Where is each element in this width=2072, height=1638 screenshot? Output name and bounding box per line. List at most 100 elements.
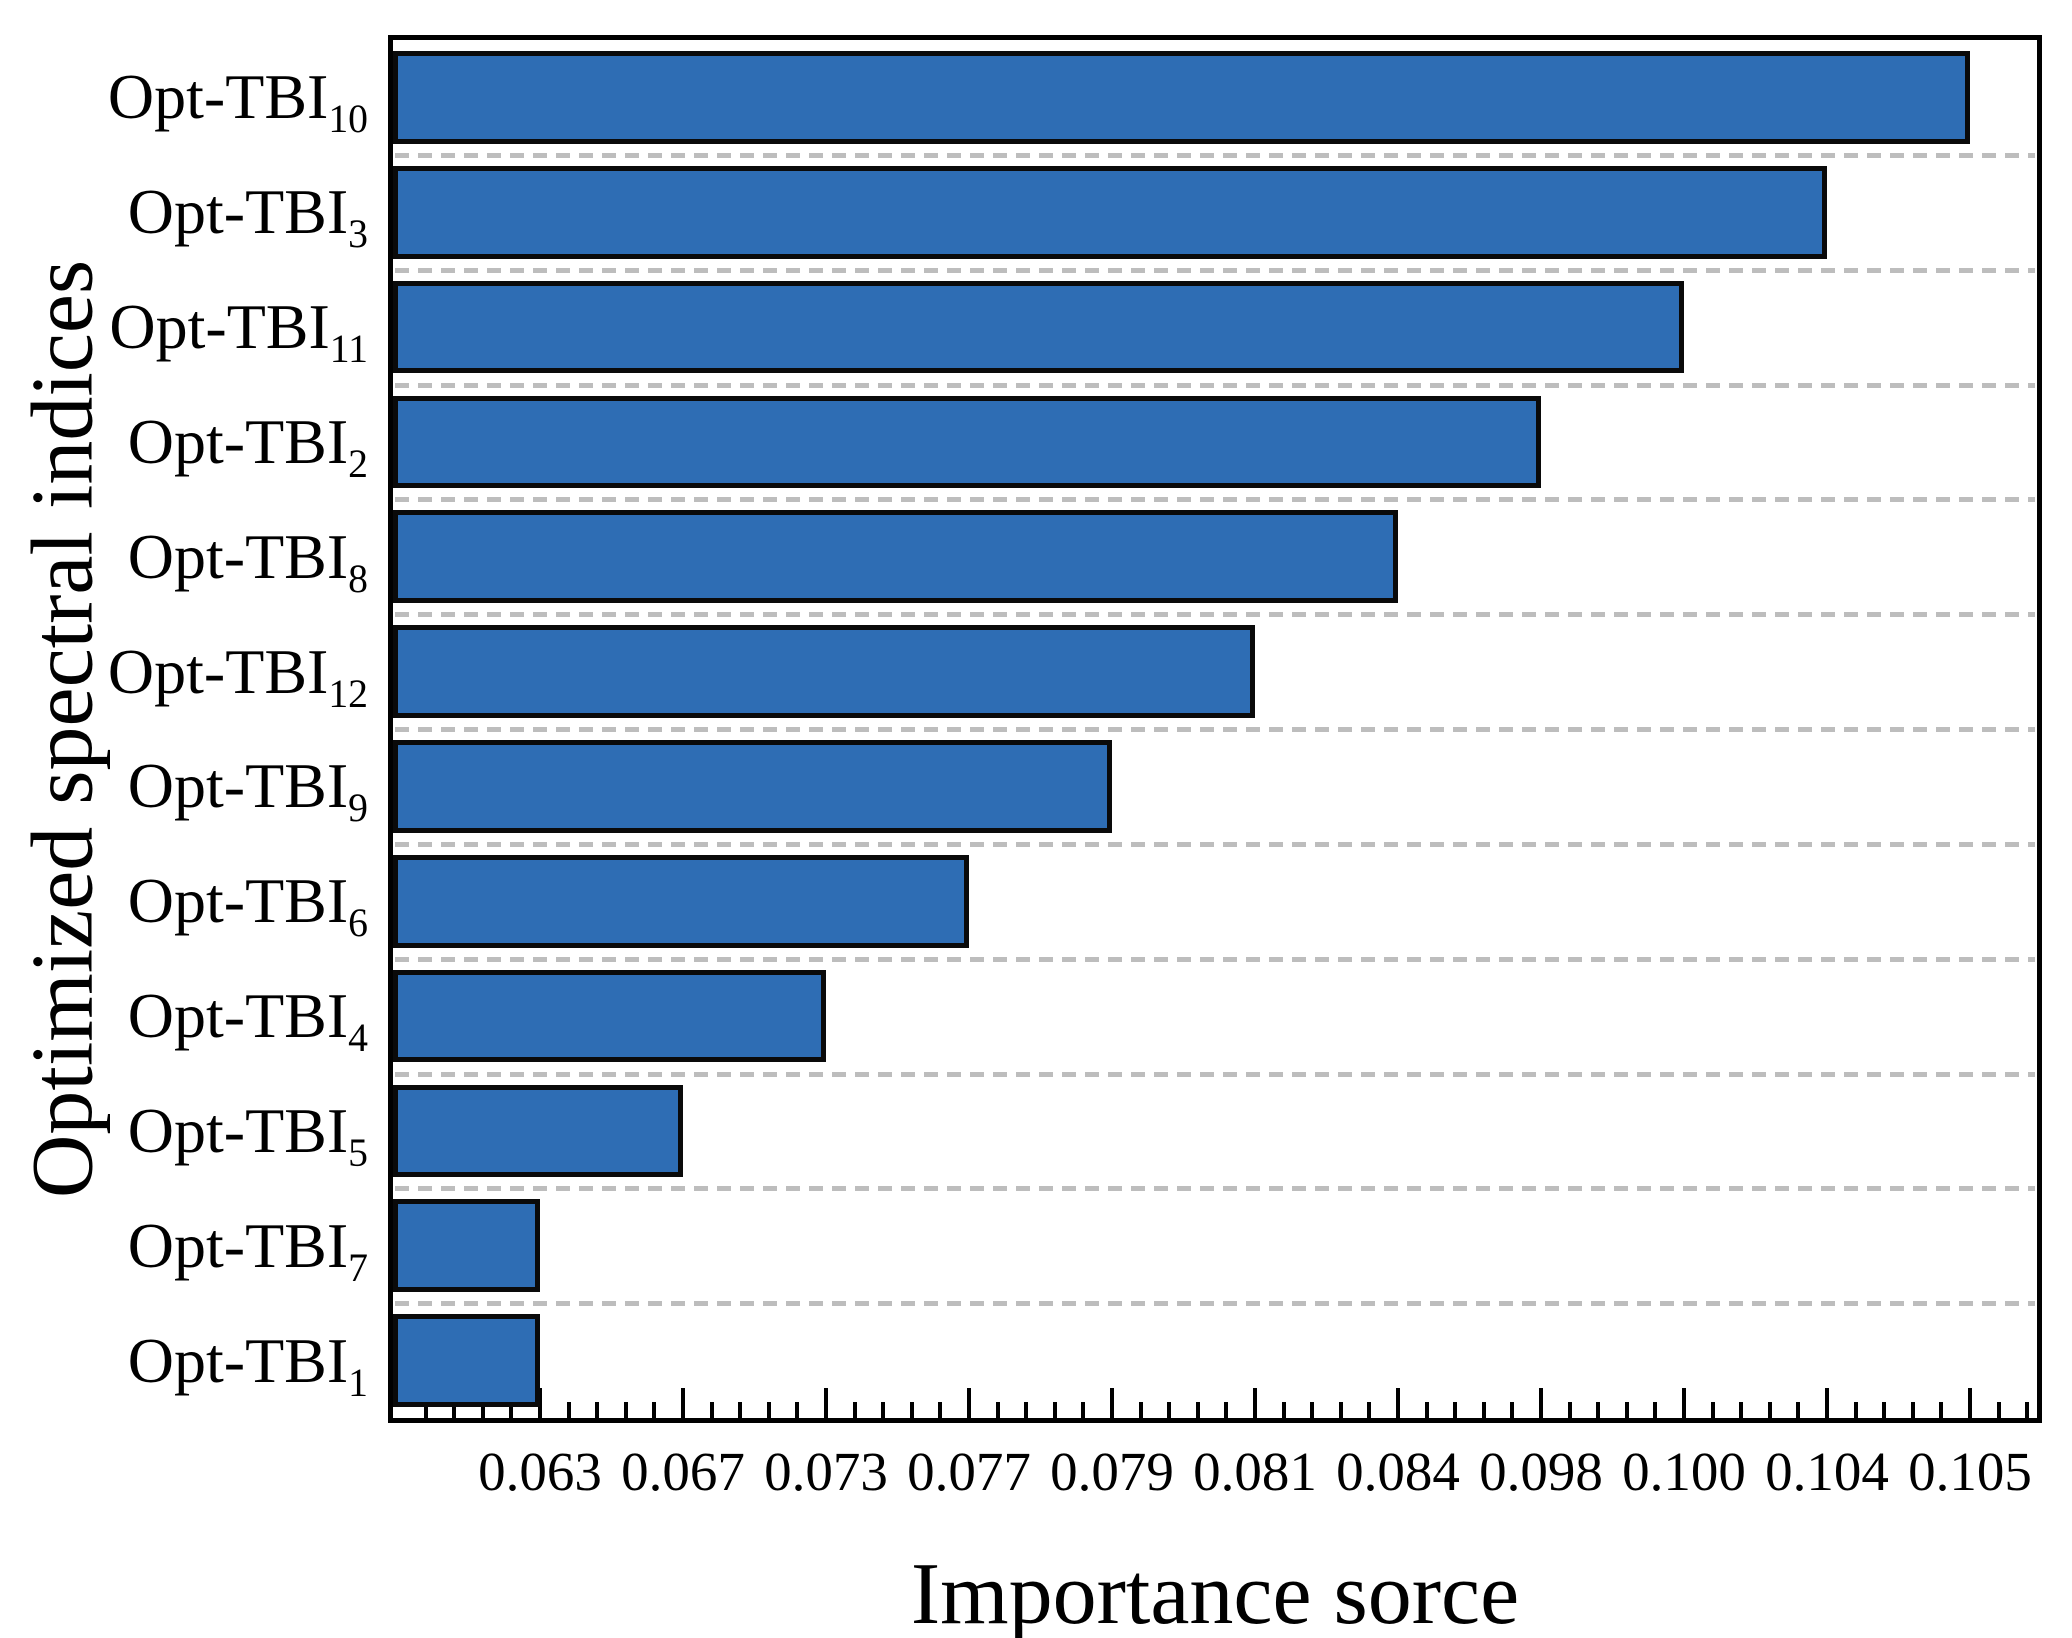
category-label-text: Opt-TBI bbox=[127, 1209, 349, 1281]
x-axis-minor-tick bbox=[1310, 1402, 1315, 1418]
plot-area bbox=[388, 35, 2042, 1423]
category-gridline bbox=[395, 152, 2035, 158]
x-axis-minor-tick bbox=[1424, 1402, 1429, 1418]
category-gridline bbox=[395, 497, 2035, 503]
x-axis-minor-tick bbox=[423, 1402, 428, 1418]
x-axis-minor-tick bbox=[1853, 1402, 1858, 1418]
x-axis-major-tick bbox=[1110, 1388, 1114, 1418]
x-axis-minor-tick bbox=[1338, 1402, 1343, 1418]
category-label-text: Opt-TBI bbox=[127, 1324, 349, 1396]
x-axis-minor-tick bbox=[1138, 1402, 1143, 1418]
category-label-text: Opt-TBI bbox=[127, 865, 349, 937]
category-label-text: Opt-TBI bbox=[107, 635, 329, 707]
category-label-subscript: 1 bbox=[348, 1360, 368, 1405]
category-gridline bbox=[395, 1071, 2035, 1077]
category-label-subscript: 10 bbox=[328, 97, 368, 142]
category-label-subscript: 8 bbox=[348, 556, 368, 601]
x-axis-major-tick bbox=[1253, 1388, 1257, 1418]
x-axis-minor-tick bbox=[1024, 1402, 1029, 1418]
category-gridline bbox=[395, 727, 2035, 732]
x-axis-minor-tick bbox=[566, 1402, 571, 1418]
x-axis-minor-tick bbox=[1596, 1402, 1601, 1418]
bar bbox=[393, 395, 1541, 489]
category-label-text: Opt-TBI bbox=[127, 405, 349, 477]
x-tick-label: 0.098 bbox=[1479, 1441, 1603, 1502]
x-axis-minor-tick bbox=[1796, 1402, 1801, 1418]
x-axis-minor-tick bbox=[738, 1402, 743, 1418]
x-axis-minor-tick bbox=[1195, 1402, 1200, 1418]
x-axis-major-tick bbox=[538, 1388, 542, 1418]
x-axis-minor-tick bbox=[1224, 1402, 1229, 1418]
x-tick-label: 0.104 bbox=[1765, 1441, 1889, 1502]
x-axis-minor-tick bbox=[795, 1402, 800, 1418]
x-axis-minor-tick bbox=[1567, 1402, 1572, 1418]
x-axis-minor-tick bbox=[1996, 1402, 2001, 1418]
x-axis-major-tick bbox=[1396, 1388, 1400, 1418]
category-label: Opt-TBI2 bbox=[0, 397, 368, 487]
x-axis-title: Importance sorce bbox=[910, 1546, 1520, 1638]
x-axis-minor-tick bbox=[509, 1402, 514, 1418]
x-axis-minor-tick bbox=[480, 1402, 485, 1418]
x-tick-label: 0.105 bbox=[1908, 1441, 2032, 1502]
x-axis-major-tick bbox=[1539, 1388, 1543, 1418]
category-label-subscript: 5 bbox=[348, 1130, 368, 1175]
x-axis-minor-tick bbox=[1081, 1402, 1086, 1418]
bar bbox=[393, 740, 1112, 833]
x-tick-label: 0.063 bbox=[478, 1441, 602, 1502]
bar bbox=[393, 625, 1255, 718]
x-axis-minor-tick bbox=[1739, 1402, 1744, 1418]
bar bbox=[393, 280, 1684, 374]
x-axis-minor-tick bbox=[1453, 1402, 1458, 1418]
category-label: Opt-TBI7 bbox=[0, 1201, 368, 1291]
category-label-text: Opt-TBI bbox=[107, 61, 329, 133]
category-label-subscript: 3 bbox=[348, 212, 368, 257]
x-axis-minor-tick bbox=[1710, 1402, 1715, 1418]
category-label-subscript: 6 bbox=[348, 901, 368, 946]
x-tick-label: 0.079 bbox=[1050, 1441, 1174, 1502]
category-label: Opt-TBI9 bbox=[0, 741, 368, 831]
x-axis-minor-tick bbox=[709, 1402, 714, 1418]
category-gridline bbox=[395, 382, 2035, 388]
x-axis-major-tick bbox=[1968, 1388, 1972, 1418]
x-axis-minor-tick bbox=[2025, 1402, 2030, 1418]
x-axis-major-tick bbox=[824, 1388, 828, 1418]
x-axis-minor-tick bbox=[1367, 1402, 1372, 1418]
category-label-text: Opt-TBI bbox=[127, 176, 349, 248]
x-tick-label: 0.077 bbox=[907, 1441, 1031, 1502]
x-axis-minor-tick bbox=[995, 1402, 1000, 1418]
x-axis-minor-tick bbox=[595, 1402, 600, 1418]
x-axis-minor-tick bbox=[452, 1402, 457, 1418]
category-gridline bbox=[395, 267, 2035, 273]
category-label-subscript: 11 bbox=[329, 326, 368, 371]
x-axis-minor-tick bbox=[938, 1402, 943, 1418]
category-gridline bbox=[395, 841, 2035, 847]
category-label: Opt-TBI1 bbox=[0, 1316, 368, 1406]
x-axis-minor-tick bbox=[1939, 1402, 1944, 1418]
x-axis-minor-tick bbox=[1281, 1402, 1286, 1418]
category-label-text: Opt-TBI bbox=[127, 980, 349, 1052]
bar bbox=[393, 969, 826, 1063]
category-label: Opt-TBI11 bbox=[0, 282, 368, 372]
x-axis-minor-tick bbox=[1910, 1402, 1915, 1418]
x-axis-minor-tick bbox=[1767, 1402, 1772, 1418]
x-axis-minor-tick bbox=[1882, 1402, 1887, 1418]
x-axis-major-tick bbox=[681, 1388, 685, 1418]
bar bbox=[393, 1084, 683, 1178]
x-axis-minor-tick bbox=[1510, 1402, 1515, 1418]
x-axis-minor-tick bbox=[766, 1402, 771, 1418]
x-axis-minor-tick bbox=[852, 1402, 857, 1418]
category-label: Opt-TBI8 bbox=[0, 512, 368, 602]
category-label: Opt-TBI6 bbox=[0, 856, 368, 946]
bar bbox=[393, 1199, 540, 1293]
category-label-subscript: 7 bbox=[348, 1245, 368, 1290]
category-gridline bbox=[395, 1301, 2035, 1307]
x-axis-minor-tick bbox=[652, 1402, 657, 1418]
x-axis-minor-tick bbox=[1481, 1402, 1486, 1418]
x-tick-label: 0.100 bbox=[1622, 1441, 1746, 1502]
category-label-subscript: 12 bbox=[328, 671, 368, 716]
bar bbox=[393, 854, 969, 948]
bar bbox=[393, 165, 1827, 259]
x-axis-minor-tick bbox=[881, 1402, 886, 1418]
category-label-text: Opt-TBI bbox=[109, 291, 330, 363]
x-tick-label: 0.084 bbox=[1336, 1441, 1460, 1502]
